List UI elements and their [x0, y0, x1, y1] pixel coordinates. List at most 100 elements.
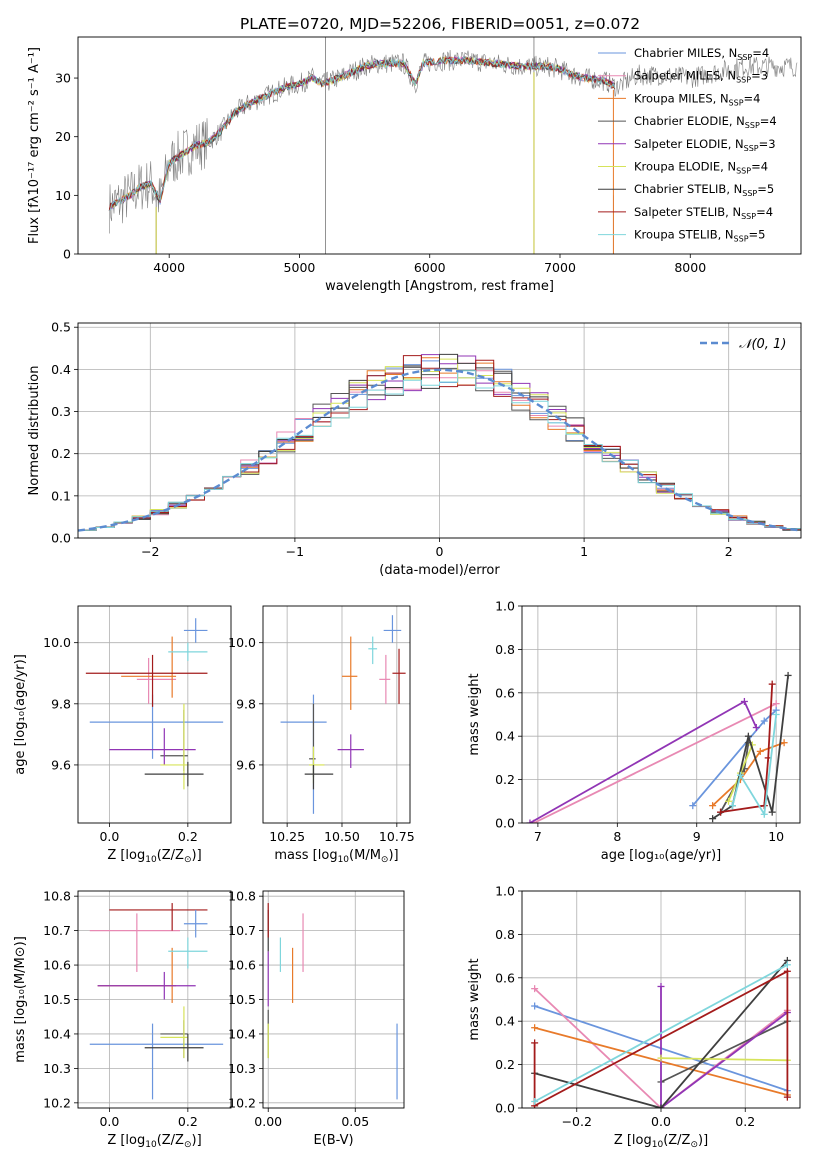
mass-weight-marker: [783, 1093, 791, 1101]
legend-label-suffix: =4: [756, 205, 773, 219]
residual-histogram: [78, 355, 801, 531]
legend-label-sub: SSP: [737, 53, 752, 62]
y-tick-label: 0.4: [495, 729, 515, 744]
mass-weight-line: [533, 987, 788, 1108]
plot-area-age_vs_Z: [85, 618, 224, 790]
errorbar-point: [168, 642, 208, 662]
x-axis-label: wavelength [Angstrom, rest frame]: [325, 279, 554, 294]
panel-mass_vs_Z: 0.0 0.2 10.2 10.3 10.4 10.5 10.6 10.7 10.8 Z [log…: [13, 889, 232, 1150]
x-tick-label: −0.2: [562, 1114, 592, 1129]
mass-weight-marker: [709, 815, 717, 823]
legend-label-sub: SSP: [744, 144, 759, 153]
x-axis-label-part: (Z/Z: [157, 1133, 184, 1148]
y-tick-label: 10.3: [43, 1061, 71, 1076]
mass-weight-marker: [744, 732, 752, 740]
x-axis-label-part: )]: [388, 848, 398, 863]
legend-label-suffix: =5: [757, 182, 774, 196]
x-axis-label-part: )]: [192, 848, 202, 863]
plot-area-mass_vs_Z: [89, 903, 224, 1100]
mass-weight-marker: [657, 1104, 665, 1108]
y-tick-label: 0.0: [495, 816, 515, 831]
legend-entry: Kroupa STELIB, NSSP=5: [634, 228, 765, 244]
mass-weight-marker: [657, 982, 665, 990]
legend-entry: Salpeter STELIB, NSSP=4: [634, 205, 773, 221]
x-axis-label: Z [log10(Z/Z⊙)]: [107, 1133, 201, 1150]
x-axis-label-part: Z [log: [107, 848, 145, 863]
x-axis-label: mass [log10(M/M⊙)]: [274, 848, 398, 865]
x-tick-label: 8: [613, 829, 621, 844]
x-tick-label: 1: [580, 544, 588, 559]
mass-weight-marker: [772, 700, 780, 708]
mass-weight-marker: [531, 985, 539, 993]
y-tick-label: 0.6: [495, 970, 515, 985]
y-tick-label: 1.0: [495, 599, 515, 614]
errorbar-point: [97, 971, 196, 1000]
errorbar-point: [368, 636, 378, 665]
x-axis-label: (data-model)/error: [379, 563, 500, 578]
x-tick-label: 4000: [153, 260, 185, 275]
y-tick-label: 10.2: [228, 1095, 256, 1110]
y-tick-label: 0.6: [495, 685, 515, 700]
x-axis-label: Z [log10(Z/Z⊙)]: [614, 1133, 708, 1150]
x-tick-label: −1: [286, 544, 304, 559]
axes-frame: [262, 890, 405, 1109]
axes-frame: [262, 605, 411, 824]
x-tick-label: 0.0: [99, 1114, 119, 1129]
y-tick-label: 0.8: [495, 642, 515, 657]
x-axis-label-part: (M/M: [349, 848, 381, 863]
x-tick-label: 0: [436, 544, 444, 559]
mass-weight-marker: [784, 671, 792, 679]
gaussian-curve: [78, 368, 801, 532]
errorbar-point: [379, 654, 391, 704]
y-tick-label: 10.3: [228, 1061, 256, 1076]
legend-label-sub: SSP: [742, 189, 757, 198]
y-tick-label: 10.8: [43, 889, 71, 904]
errorbar-point: [183, 618, 208, 643]
y-tick-label: 10.5: [43, 992, 71, 1007]
mass-weight-marker: [760, 810, 768, 818]
errorbar-point: [183, 909, 208, 938]
plot-area-mass_vs_EBV: [267, 903, 398, 1100]
axes-frame: [77, 605, 232, 824]
y-tick-label: 10.6: [43, 958, 71, 973]
legend-label-suffix: =4: [744, 91, 761, 105]
y-tick-label: 0.2: [495, 772, 515, 787]
mass-weight-line: [660, 986, 788, 1108]
x-tick-label: 7000: [544, 260, 576, 275]
mass-weight-line: [720, 684, 774, 813]
errorbar-point: [160, 703, 188, 790]
x-axis-label: Z [log10(Z/Z⊙)]: [107, 848, 201, 865]
y-tick-label: 0.0: [51, 531, 71, 546]
y-tick-label: 0.0: [495, 1101, 515, 1116]
panel-weight_vs_age: 7 8 9 10 0.0 0.2 0.4 0.6 0.8 1.0 age [log₁₀(age/yr…: [467, 599, 801, 863]
legend-label-suffix: =4: [760, 114, 777, 128]
y-axis-label: Flux [fλ10⁻¹⁷ erg cm⁻² s⁻¹ A⁻¹]: [27, 47, 42, 244]
plot-area-spectrum: [108, 37, 798, 254]
mass-weight-marker: [657, 1054, 665, 1062]
x-tick-label: 0.0: [651, 1114, 671, 1129]
mass-weight-marker: [709, 802, 717, 810]
observed-spectrum-line: [109, 49, 798, 234]
y-tick-label: 10.2: [43, 1095, 71, 1110]
x-axis-label-part: ⊙: [184, 855, 192, 865]
x-tick-label: 9: [693, 829, 701, 844]
legend-label-sub: SSP: [734, 235, 749, 244]
x-tick-label: 0.00: [254, 1114, 282, 1129]
errorbar-point: [337, 734, 364, 768]
legend-label: Kroupa STELIB, N: [634, 228, 734, 242]
x-tick-label: 6000: [414, 260, 446, 275]
mass-weight-marker: [736, 771, 744, 779]
figure-title: PLATE=0720, MJD=52206, FIBERID=0051, z=0…: [240, 15, 640, 33]
legend-entry: Salpeter ELODIE, NSSP=3: [634, 137, 776, 153]
errorbar-point: [144, 1033, 204, 1062]
y-axis-label: Normed distribution: [27, 366, 42, 496]
mass-weight-marker: [728, 802, 736, 810]
errorbar-point: [109, 903, 208, 931]
plot-area-weight_vs_age: [526, 671, 792, 823]
x-axis-label-part: (Z/Z: [663, 1133, 690, 1148]
plot-area-residuals: [78, 353, 801, 532]
mass-weight-marker: [531, 1024, 539, 1032]
axes-frame: [77, 322, 802, 539]
x-tick-label: 10: [768, 829, 784, 844]
